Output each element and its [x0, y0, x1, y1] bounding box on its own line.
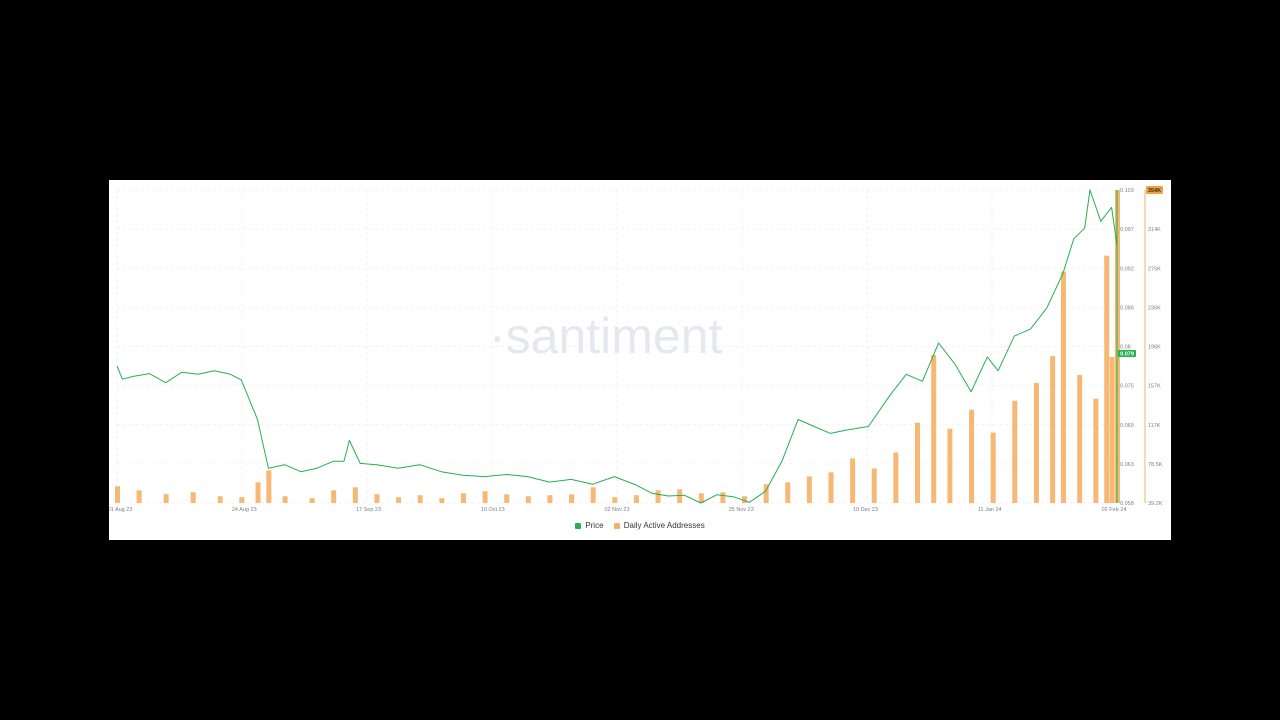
address-bar: [482, 491, 488, 503]
price-tick-label: 0.058: [1120, 501, 1134, 507]
address-bar: [136, 490, 142, 503]
address-bar: [612, 497, 618, 503]
x-tick-label: 11 Jan 24: [978, 507, 1002, 513]
address-bar: [915, 422, 920, 503]
address-bar: [525, 496, 531, 503]
address-bar: [763, 484, 769, 503]
address-tick-label: 314K: [1148, 227, 1161, 233]
legend-item-price[interactable]: Price: [575, 521, 604, 530]
address-bar: [698, 493, 704, 503]
address-bar: [352, 487, 358, 503]
x-tick-label: 24 Aug 23: [232, 507, 257, 513]
price-tick-label: 0.086: [1120, 305, 1134, 311]
address-bar: [1077, 374, 1083, 503]
address-bar: [1109, 357, 1115, 503]
address-bar: [282, 496, 288, 503]
price-badge: [1118, 349, 1136, 357]
x-tick-label: 17 Sep 23: [356, 507, 381, 513]
price-tick-label: 0.063: [1120, 462, 1134, 468]
price-tick-label: 0.08: [1120, 345, 1131, 351]
address-bar: [439, 498, 445, 503]
address-tick-label: 39.2K: [1148, 501, 1163, 507]
address-bar: [309, 498, 315, 503]
address-bar: [1104, 255, 1110, 503]
legend-item-addresses[interactable]: Daily Active Addresses: [613, 521, 705, 530]
address-bar: [1093, 398, 1099, 503]
x-tick-label: 02 Feb 24: [1102, 507, 1127, 513]
address-bar: [828, 472, 834, 503]
address-bar: [990, 432, 996, 503]
price-tick-label: 0.103: [1120, 188, 1134, 194]
address-bar: [655, 490, 661, 503]
x-tick-label: 19 Dec 23: [853, 507, 878, 513]
address-bar: [850, 458, 856, 503]
x-tick-label: 02 Nov 23: [604, 507, 629, 513]
address-bar: [417, 495, 423, 503]
address-tick-label: 157K: [1148, 384, 1161, 390]
address-bar: [217, 496, 223, 503]
address-bar: [504, 494, 510, 503]
address-bar: [742, 496, 748, 503]
address-bar: [266, 470, 272, 503]
address-bar: [590, 487, 596, 503]
address-bar: [331, 490, 337, 503]
address-bar: [239, 497, 245, 503]
price-line: [116, 189, 1118, 504]
address-bar: [720, 492, 726, 503]
address-bar: [931, 355, 937, 503]
x-tick-label: 10 Oct 23: [481, 507, 505, 513]
legend-label-addresses: Daily Active Addresses: [623, 521, 705, 530]
address-tick-label: 117K: [1148, 423, 1161, 429]
address-tick-label: 196K: [1148, 345, 1161, 351]
address-bar: [547, 495, 553, 503]
address-tick-label: 275K: [1148, 266, 1161, 272]
address-bar: [677, 489, 683, 503]
legend-label-price: Price: [585, 521, 604, 530]
address-bar: [633, 495, 639, 503]
x-tick-label: 25 Nov 23: [729, 507, 754, 513]
legend-swatch-price: [575, 522, 582, 529]
address-badge: [1146, 186, 1163, 194]
price-badge-text: 0.079: [1120, 351, 1134, 357]
address-bar: [806, 476, 812, 503]
legend: Price Daily Active Addresses: [109, 521, 1171, 531]
address-bar: [1060, 271, 1066, 503]
address-bar: [1050, 356, 1056, 503]
address-bar: [1033, 382, 1039, 503]
address-bar: [871, 468, 877, 503]
watermark-text: ·santiment: [489, 308, 723, 364]
price-tick-label: 0.092: [1120, 266, 1134, 272]
chart-card: ·santiment 0.103 0.097 0.092 0.086 0.08 0.075 0…: [109, 180, 1171, 540]
address-bar: [190, 492, 196, 503]
legend-swatch-addresses: [613, 522, 620, 529]
x-tick-label: 01 Aug 23: [109, 507, 132, 513]
address-bar: [460, 493, 466, 503]
address-badge-text: 354K: [1148, 188, 1161, 194]
price-tick-label: 0.075: [1120, 384, 1134, 390]
address-bar: [115, 486, 120, 503]
chart-svg: ·santiment 0.103 0.097 0.092 0.086 0.08 0.075 0…: [109, 186, 1163, 513]
address-bar: [163, 494, 169, 503]
price-tick-label: 0.069: [1120, 423, 1134, 429]
address-bar: [396, 497, 402, 503]
address-bar: [893, 452, 899, 503]
address-bar: [785, 482, 791, 503]
address-tick-label: 236K: [1148, 305, 1161, 311]
address-bar: [947, 428, 953, 503]
price-tick-label: 0.097: [1120, 227, 1134, 233]
address-tick-label: 78.5K: [1148, 462, 1163, 468]
address-bar: [1012, 400, 1018, 503]
address-bar: [374, 494, 380, 503]
address-bar: [569, 494, 575, 503]
address-bar: [969, 409, 975, 503]
address-bar: [255, 482, 261, 503]
